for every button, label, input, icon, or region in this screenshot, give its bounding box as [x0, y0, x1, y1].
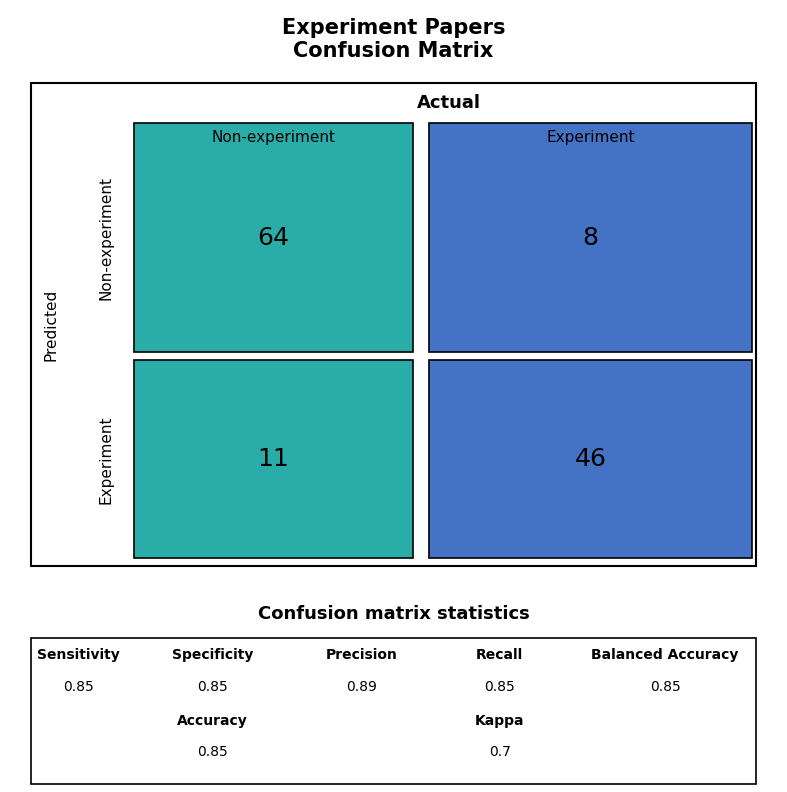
Text: Confusion matrix statistics: Confusion matrix statistics — [257, 605, 530, 623]
Text: Specificity: Specificity — [172, 648, 253, 662]
Text: 46: 46 — [575, 447, 606, 471]
Bar — [429, 123, 752, 352]
Text: 0.89: 0.89 — [346, 680, 378, 694]
Text: 0.85: 0.85 — [63, 680, 94, 694]
Text: Sensitivity: Sensitivity — [37, 648, 120, 662]
Text: Non-experiment: Non-experiment — [212, 130, 335, 144]
Text: Recall: Recall — [476, 648, 523, 662]
Text: Accuracy: Accuracy — [177, 714, 248, 728]
Text: Balanced Accuracy: Balanced Accuracy — [591, 648, 739, 662]
Text: Non-experiment: Non-experiment — [98, 176, 114, 299]
Bar — [429, 360, 752, 558]
Bar — [134, 360, 413, 558]
Text: 64: 64 — [257, 226, 290, 249]
Bar — [134, 123, 413, 352]
Text: Actual: Actual — [416, 94, 481, 112]
Bar — [31, 83, 756, 566]
Text: 11: 11 — [257, 447, 290, 471]
Text: 0.85: 0.85 — [197, 745, 228, 760]
Text: 0.7: 0.7 — [489, 745, 511, 760]
Text: Experiment: Experiment — [546, 130, 634, 144]
Text: 0.85: 0.85 — [197, 680, 228, 694]
Text: 0.85: 0.85 — [484, 680, 515, 694]
Text: Confusion Matrix: Confusion Matrix — [294, 41, 493, 62]
Text: Experiment Papers: Experiment Papers — [282, 17, 505, 38]
Text: Precision: Precision — [326, 648, 398, 662]
Bar — [31, 638, 756, 784]
Text: Kappa: Kappa — [475, 714, 524, 728]
Text: 8: 8 — [582, 226, 598, 249]
Text: Predicted: Predicted — [43, 288, 59, 361]
Text: Experiment: Experiment — [98, 415, 114, 504]
Text: 0.85: 0.85 — [649, 680, 681, 694]
